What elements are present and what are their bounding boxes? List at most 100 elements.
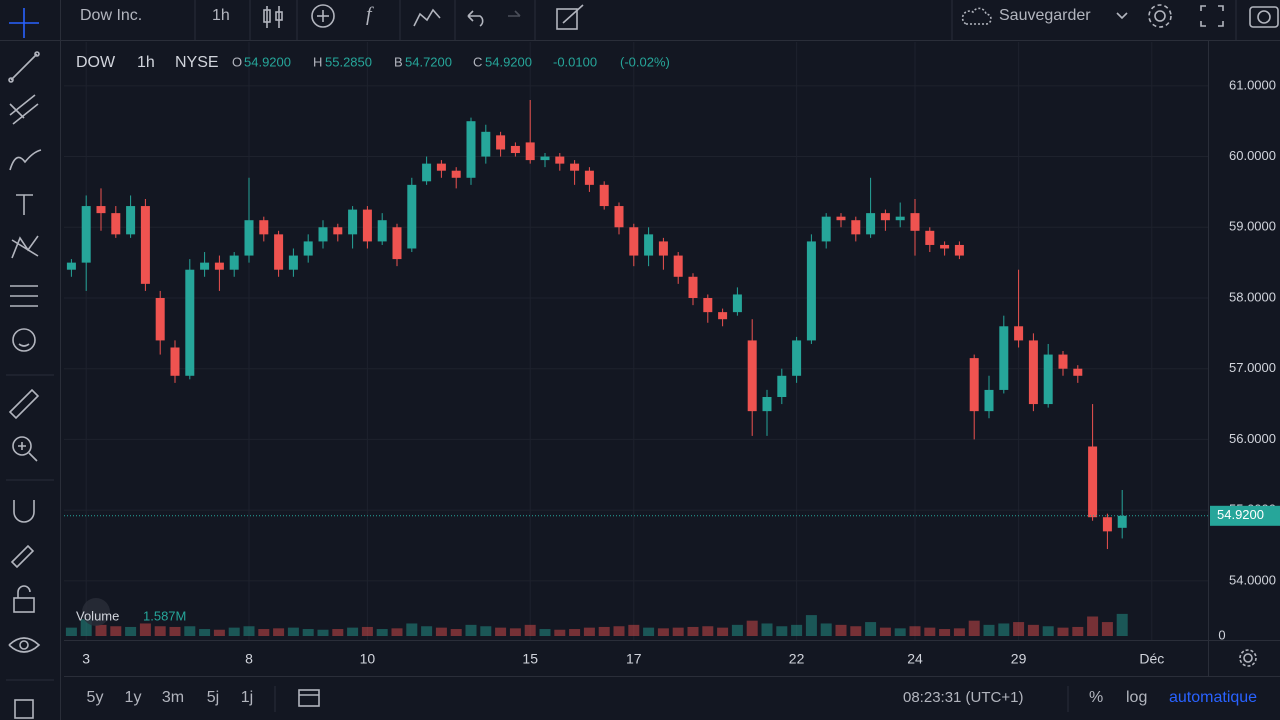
- log-toggle[interactable]: log: [1126, 689, 1147, 706]
- range-button[interactable]: 5y: [87, 689, 104, 706]
- candle-body: [570, 163, 580, 171]
- y-tick-label: 54.0000: [1229, 572, 1276, 587]
- legend-value: 54.9200: [244, 54, 291, 69]
- auto-toggle[interactable]: automatique: [1169, 689, 1257, 706]
- candle-body: [555, 156, 565, 164]
- candle-body: [821, 216, 831, 242]
- volume-bar: [65, 627, 77, 636]
- candle-body: [481, 131, 491, 157]
- candle-body: [303, 241, 313, 256]
- percent-toggle[interactable]: %: [1089, 689, 1103, 706]
- candle-body: [792, 340, 802, 376]
- volume-bar: [983, 624, 995, 636]
- clock[interactable]: 08:23:31 (UTC+1): [903, 689, 1023, 706]
- candle-body: [762, 396, 772, 412]
- volume-bar: [169, 626, 181, 636]
- candle-body: [407, 184, 417, 249]
- volume-bar: [657, 628, 669, 636]
- save-button[interactable]: Sauvegarder: [999, 7, 1091, 24]
- volume-bar: [791, 624, 803, 636]
- volume-bar: [939, 629, 951, 636]
- volume-bar: [376, 629, 388, 636]
- volume-bar: [672, 627, 684, 636]
- fullscreen-icon[interactable]: [1200, 5, 1224, 27]
- candle-body: [658, 241, 668, 256]
- range-button[interactable]: 1j: [241, 689, 253, 706]
- volume-bar: [717, 627, 729, 636]
- volume-bar: [1013, 622, 1025, 636]
- volume-bar: [80, 619, 92, 636]
- redo-icon[interactable]: [508, 10, 521, 17]
- indicators-icon[interactable]: f: [366, 4, 374, 26]
- candle-body: [599, 184, 609, 207]
- candle-body: [214, 262, 224, 270]
- save-dropdown[interactable]: [1116, 12, 1128, 20]
- legend-interval: 1h: [137, 54, 155, 71]
- candle-body: [1088, 446, 1098, 518]
- grid: 54.000055.000056.000057.000058.000059.00…: [64, 42, 1276, 667]
- volume-bar: [1116, 613, 1128, 636]
- last-price-label: 54.9200: [1217, 507, 1264, 522]
- candle-body: [422, 163, 432, 182]
- x-tick-label: 24: [907, 651, 923, 667]
- candle-body: [170, 347, 180, 376]
- volume-bar: [509, 628, 521, 636]
- candle-body: [140, 206, 150, 284]
- fullscreen-draw-icon[interactable]: [556, 4, 584, 30]
- volume-bar: [273, 628, 285, 636]
- candle-body: [777, 375, 787, 397]
- range-button[interactable]: 3m: [162, 689, 184, 706]
- toolbar-separators: [194, 0, 1237, 40]
- axis-settings-icon[interactable]: [1239, 649, 1257, 667]
- undo-icon[interactable]: [467, 10, 484, 27]
- candle-body: [718, 312, 728, 320]
- range-button[interactable]: 5j: [207, 689, 219, 706]
- volume-bar: [1042, 626, 1054, 636]
- candle-body: [244, 220, 254, 256]
- left-toolbar-icons[interactable]: [8, 8, 42, 719]
- volume-bar: [347, 627, 359, 636]
- interval-button[interactable]: 1h: [212, 7, 230, 24]
- candle-body: [1028, 340, 1038, 405]
- candle-body: [96, 206, 106, 214]
- chart-style-icon[interactable]: [263, 6, 283, 28]
- settings-icon[interactable]: [1148, 4, 1172, 28]
- candle-body: [66, 262, 76, 270]
- candle-body: [466, 121, 476, 178]
- candle-body: [644, 234, 654, 256]
- last-price-tag: [1210, 505, 1280, 526]
- volume-bar: [139, 623, 151, 636]
- compare-icon[interactable]: [311, 4, 335, 28]
- volume-tick-label: 0: [1218, 627, 1225, 642]
- candle-body: [229, 255, 239, 270]
- snapshot-icon[interactable]: [1249, 6, 1279, 28]
- legend-key: O: [232, 54, 242, 69]
- candle-body: [496, 135, 506, 150]
- candle-body: [688, 276, 698, 298]
- candle-body: [925, 230, 935, 245]
- candle-body: [732, 294, 742, 313]
- range-button[interactable]: 1y: [125, 689, 142, 706]
- candle-body: [1117, 515, 1127, 528]
- legend-exchange: NYSE: [175, 54, 219, 71]
- volume-bar: [406, 623, 418, 636]
- symbol-search[interactable]: Dow Inc.: [80, 7, 142, 24]
- goto-date-icon[interactable]: [298, 689, 320, 707]
- templates-icon[interactable]: [413, 8, 441, 27]
- volume-bar: [613, 626, 625, 636]
- candle-body: [851, 220, 861, 235]
- legend-change: -0.0100: [553, 54, 597, 69]
- candle-body: [1058, 354, 1068, 369]
- y-tick-label: 60.0000: [1229, 148, 1276, 163]
- x-tick-label: Déc: [1139, 651, 1164, 667]
- x-tick-label: 29: [1011, 651, 1027, 667]
- candle-body: [259, 220, 269, 235]
- candle-body: [969, 358, 979, 412]
- volume-bar: [1072, 626, 1084, 636]
- y-tick-label: 57.0000: [1229, 360, 1276, 375]
- y-tick-label: 59.0000: [1229, 219, 1276, 234]
- candle-body: [362, 209, 372, 242]
- volume-bar: [213, 629, 225, 636]
- x-tick-label: 15: [522, 651, 538, 667]
